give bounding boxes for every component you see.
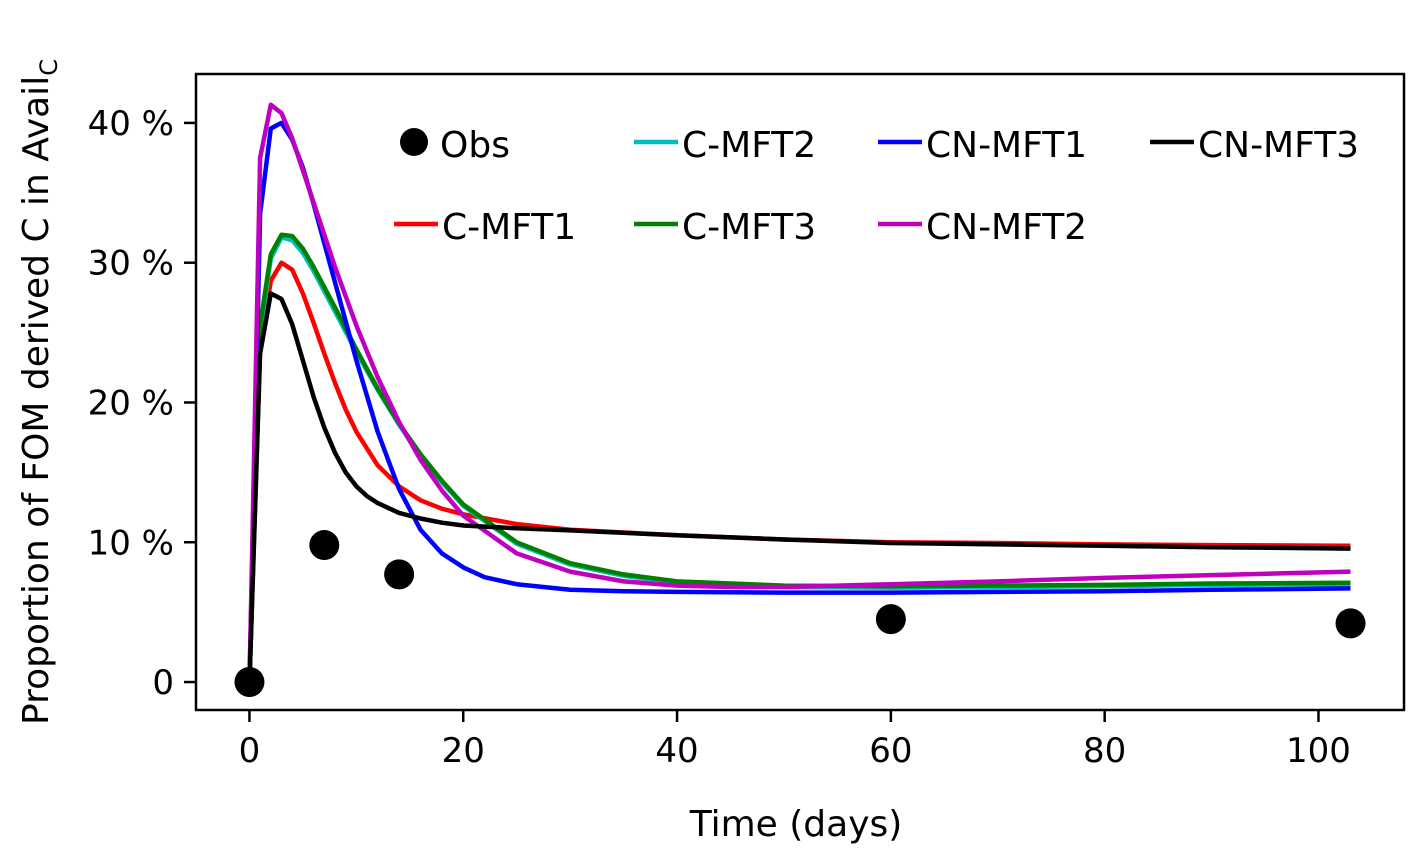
x-tick-label: 20	[442, 731, 485, 771]
y-tick-label: 40 %	[88, 104, 174, 144]
x-tick-label: 80	[1083, 731, 1126, 771]
y-tick-label: 30 %	[88, 244, 174, 284]
series-line-cn-mft3	[247, 291, 1351, 683]
observation-points	[234, 530, 1366, 698]
plot-frame	[194, 72, 1406, 712]
x-tick-label: 100	[1286, 731, 1351, 771]
y-tick-label: 20 %	[88, 383, 174, 423]
y-tick-label: 10 %	[88, 523, 174, 563]
x-tick-label: 40	[655, 731, 698, 771]
series-line-c-mft3	[247, 232, 1351, 683]
y-axis-title-subscript: C	[35, 59, 63, 76]
series-line-cn-mft2	[247, 102, 1351, 683]
y-axis: 0 10 % 20 % 30 % 40 %	[88, 104, 196, 703]
legend-label-cn-mft1: CN-MFT1	[926, 125, 1087, 166]
y-axis-title: Proportion of FOM derived C in AvailC	[16, 59, 63, 725]
obs-point	[384, 559, 415, 590]
x-tick-label: 0	[239, 731, 261, 771]
y-tick-label: 0	[152, 663, 174, 703]
obs-point	[234, 667, 265, 698]
legend-label-c-mft2: C-MFT2	[682, 125, 816, 166]
legend-label-cn-mft3: CN-MFT3	[1198, 125, 1359, 166]
obs-point	[309, 530, 340, 561]
x-axis: 0 20 40 60 80 100	[239, 710, 1351, 771]
legend-label-obs: Obs	[440, 125, 510, 166]
obs-point	[1335, 608, 1366, 639]
y-axis-title-main: Proportion of FOM derived C in Avail	[16, 76, 57, 725]
x-tick-label: 60	[869, 731, 912, 771]
x-axis-title: Time (days)	[689, 804, 903, 845]
legend-marker-obs	[400, 128, 428, 156]
legend-label-c-mft3: C-MFT3	[682, 207, 816, 248]
series-line-c-mft1	[247, 260, 1351, 683]
series-line-c-mft2	[247, 235, 1351, 683]
obs-point	[875, 604, 906, 635]
series-lines	[247, 102, 1351, 683]
legend-label-cn-mft2: CN-MFT2	[926, 207, 1087, 248]
legend: Obs C-MFT1 C-MFT2 C-MFT3 CN-MFT1 CN-MFT2 CN-MF…	[394, 125, 1359, 248]
legend-label-c-mft1: C-MFT1	[442, 207, 576, 248]
